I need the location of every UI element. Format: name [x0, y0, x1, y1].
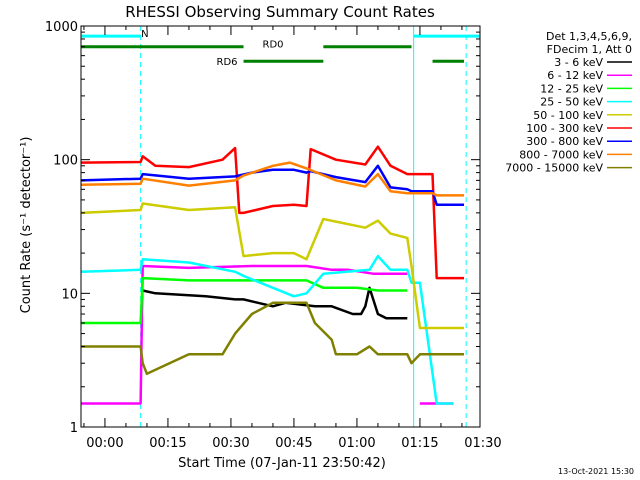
timestamp: 13-Oct-2021 15:30 [558, 467, 634, 476]
series-line-4 [80, 202, 464, 330]
x-tick-label-4: 01:00 [338, 436, 375, 451]
legend-label-0: 3 - 6 keV [554, 56, 603, 69]
status-bar-label-0: N [141, 29, 148, 40]
x-tick-label-0: 00:00 [86, 436, 123, 451]
y-tick-label-2: 100 [53, 154, 78, 169]
legend: Det 1,3,4,5,6,9, FDecim 1, Att 0 3 - 6 k… [505, 30, 632, 175]
y-axis-label: Count Rate (s⁻¹ detector⁻¹) [19, 137, 34, 314]
series-line-3 [80, 254, 454, 405]
x-tick-label-6: 01:30 [464, 436, 501, 451]
series-line-6 [80, 164, 464, 206]
legend-label-8: 7000 - 15000 keV [505, 162, 603, 175]
legend-header-line-1: Det 1,3,4,5,6,9, [546, 30, 632, 43]
y-tick-label-0: 1 [70, 421, 78, 436]
x-tick-label-1: 00:15 [149, 436, 186, 451]
series-line-8 [81, 301, 464, 376]
series-line-7 [80, 161, 464, 197]
y-tick-label-1: 10 [61, 287, 78, 302]
legend-label-7: 800 - 7000 keV [519, 148, 603, 161]
y-tick-label-3: 1000 [45, 20, 78, 35]
status-bar-label-2: RD0 [263, 40, 284, 51]
status-bar-label-4: RD6 [217, 57, 238, 68]
series-line-2 [81, 276, 408, 325]
chart-title: RHESSI Observing Summary Count Rates [125, 3, 435, 21]
legend-label-4: 50 - 100 keV [533, 109, 603, 122]
legend-label-6: 300 - 800 keV [526, 135, 603, 148]
legend-label-2: 12 - 25 keV [540, 82, 603, 95]
legend-label-5: 100 - 300 keV [526, 122, 603, 135]
series-line-5 [80, 145, 464, 280]
legend-label-3: 25 - 50 keV [540, 96, 603, 109]
x-axis-label: Start Time (07-Jan-11 23:50:42) [178, 456, 386, 471]
x-tick-label-2: 00:30 [212, 436, 249, 451]
legend-label-1: 6 - 12 keV [547, 69, 603, 82]
plot-frame [80, 25, 481, 428]
x-tick-label-5: 01:15 [401, 436, 438, 451]
x-tick-label-3: 00:45 [275, 436, 312, 451]
series-line-0 [142, 286, 408, 320]
legend-header-line-2: FDecim 1, Att 0 [547, 43, 632, 56]
